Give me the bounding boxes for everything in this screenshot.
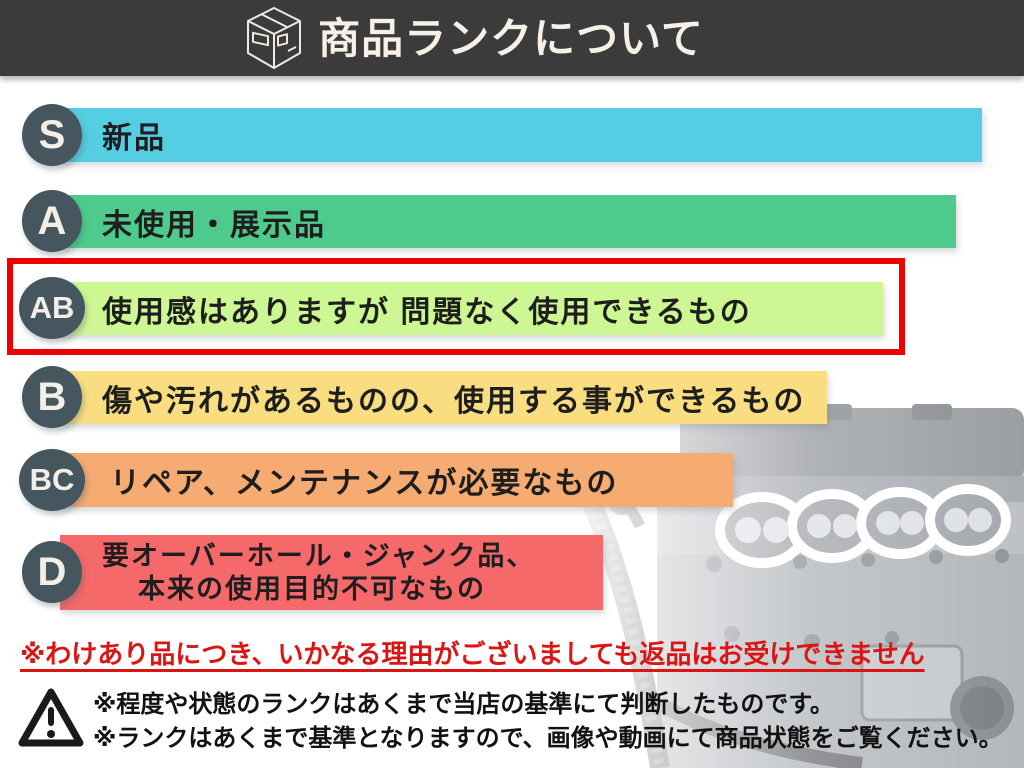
page-title: 商品ランクについて [318, 15, 704, 62]
rank-bar-s: 新品 [60, 108, 982, 162]
rank-badge-label: AB [29, 290, 75, 325]
rank-badge-label: A [37, 198, 67, 243]
rank-bar-bc: リペア、メンテナンスが必要なもの [60, 453, 733, 507]
rank-badge-label: BC [29, 462, 75, 497]
rank-badge-bc: BC [19, 449, 85, 511]
rank-badge-a: A [22, 190, 82, 252]
rank-badge-ab: AB [19, 277, 85, 339]
no-return-notice: ※わけあり品につき、いかなる理由がございましても返品はお受けできません [20, 639, 925, 669]
rank-bar-label: 傷や汚れがあるものの、使用する事ができるもの [102, 384, 806, 418]
header-title-group: 商品ランクについて [244, 5, 704, 71]
footnote-line2: ※ランクはあくまで基準となりますので、画像や動画にて商品状態をご覧ください。 [93, 725, 1003, 752]
rank-bar-label: 新品 [102, 122, 166, 155]
footnotes: ※程度や状態のランクはあくまで当店の基準にて判断したものです。 ※ランクはあくま… [93, 688, 1003, 756]
rank-badge-label: B [37, 374, 67, 419]
rank-badge-b: B [22, 366, 82, 428]
highlight-box [7, 258, 905, 355]
rank-bar-label: 使用感はありますが 問題なく使用できるもの [102, 295, 752, 329]
package-box-icon [247, 7, 302, 69]
rank-badge-d: D [22, 541, 82, 603]
rank-badge-label: S [38, 112, 66, 157]
rank-bar-label: 未使用・展示品 [102, 208, 326, 242]
rank-bar-d: 要オーバーホール・ジャンク品、 本来の使用目的不可なもの [60, 535, 603, 610]
footnote-line1: ※程度や状態のランクはあくまで当店の基準にて判断したものです。 [93, 691, 834, 718]
warning-triangle-icon [18, 688, 84, 747]
header-bar: 商品ランクについて [0, 0, 1024, 76]
rank-bar-a: 未使用・展示品 [60, 195, 956, 248]
rank-bar-ab: 使用感はありますが 問題なく使用できるもの [60, 282, 883, 335]
rank-bar-label-line2: 本来の使用目的不可なもの [138, 573, 486, 604]
rank-bar-label: 要オーバーホール・ジャンク品、 [102, 540, 536, 571]
rank-badge-s: S [22, 104, 82, 166]
rank-bar-b: 傷や汚れがあるものの、使用する事ができるもの [60, 371, 827, 424]
rank-badge-label: D [37, 549, 67, 594]
rank-bar-label: リペア、メンテナンスが必要なもの [110, 467, 619, 500]
